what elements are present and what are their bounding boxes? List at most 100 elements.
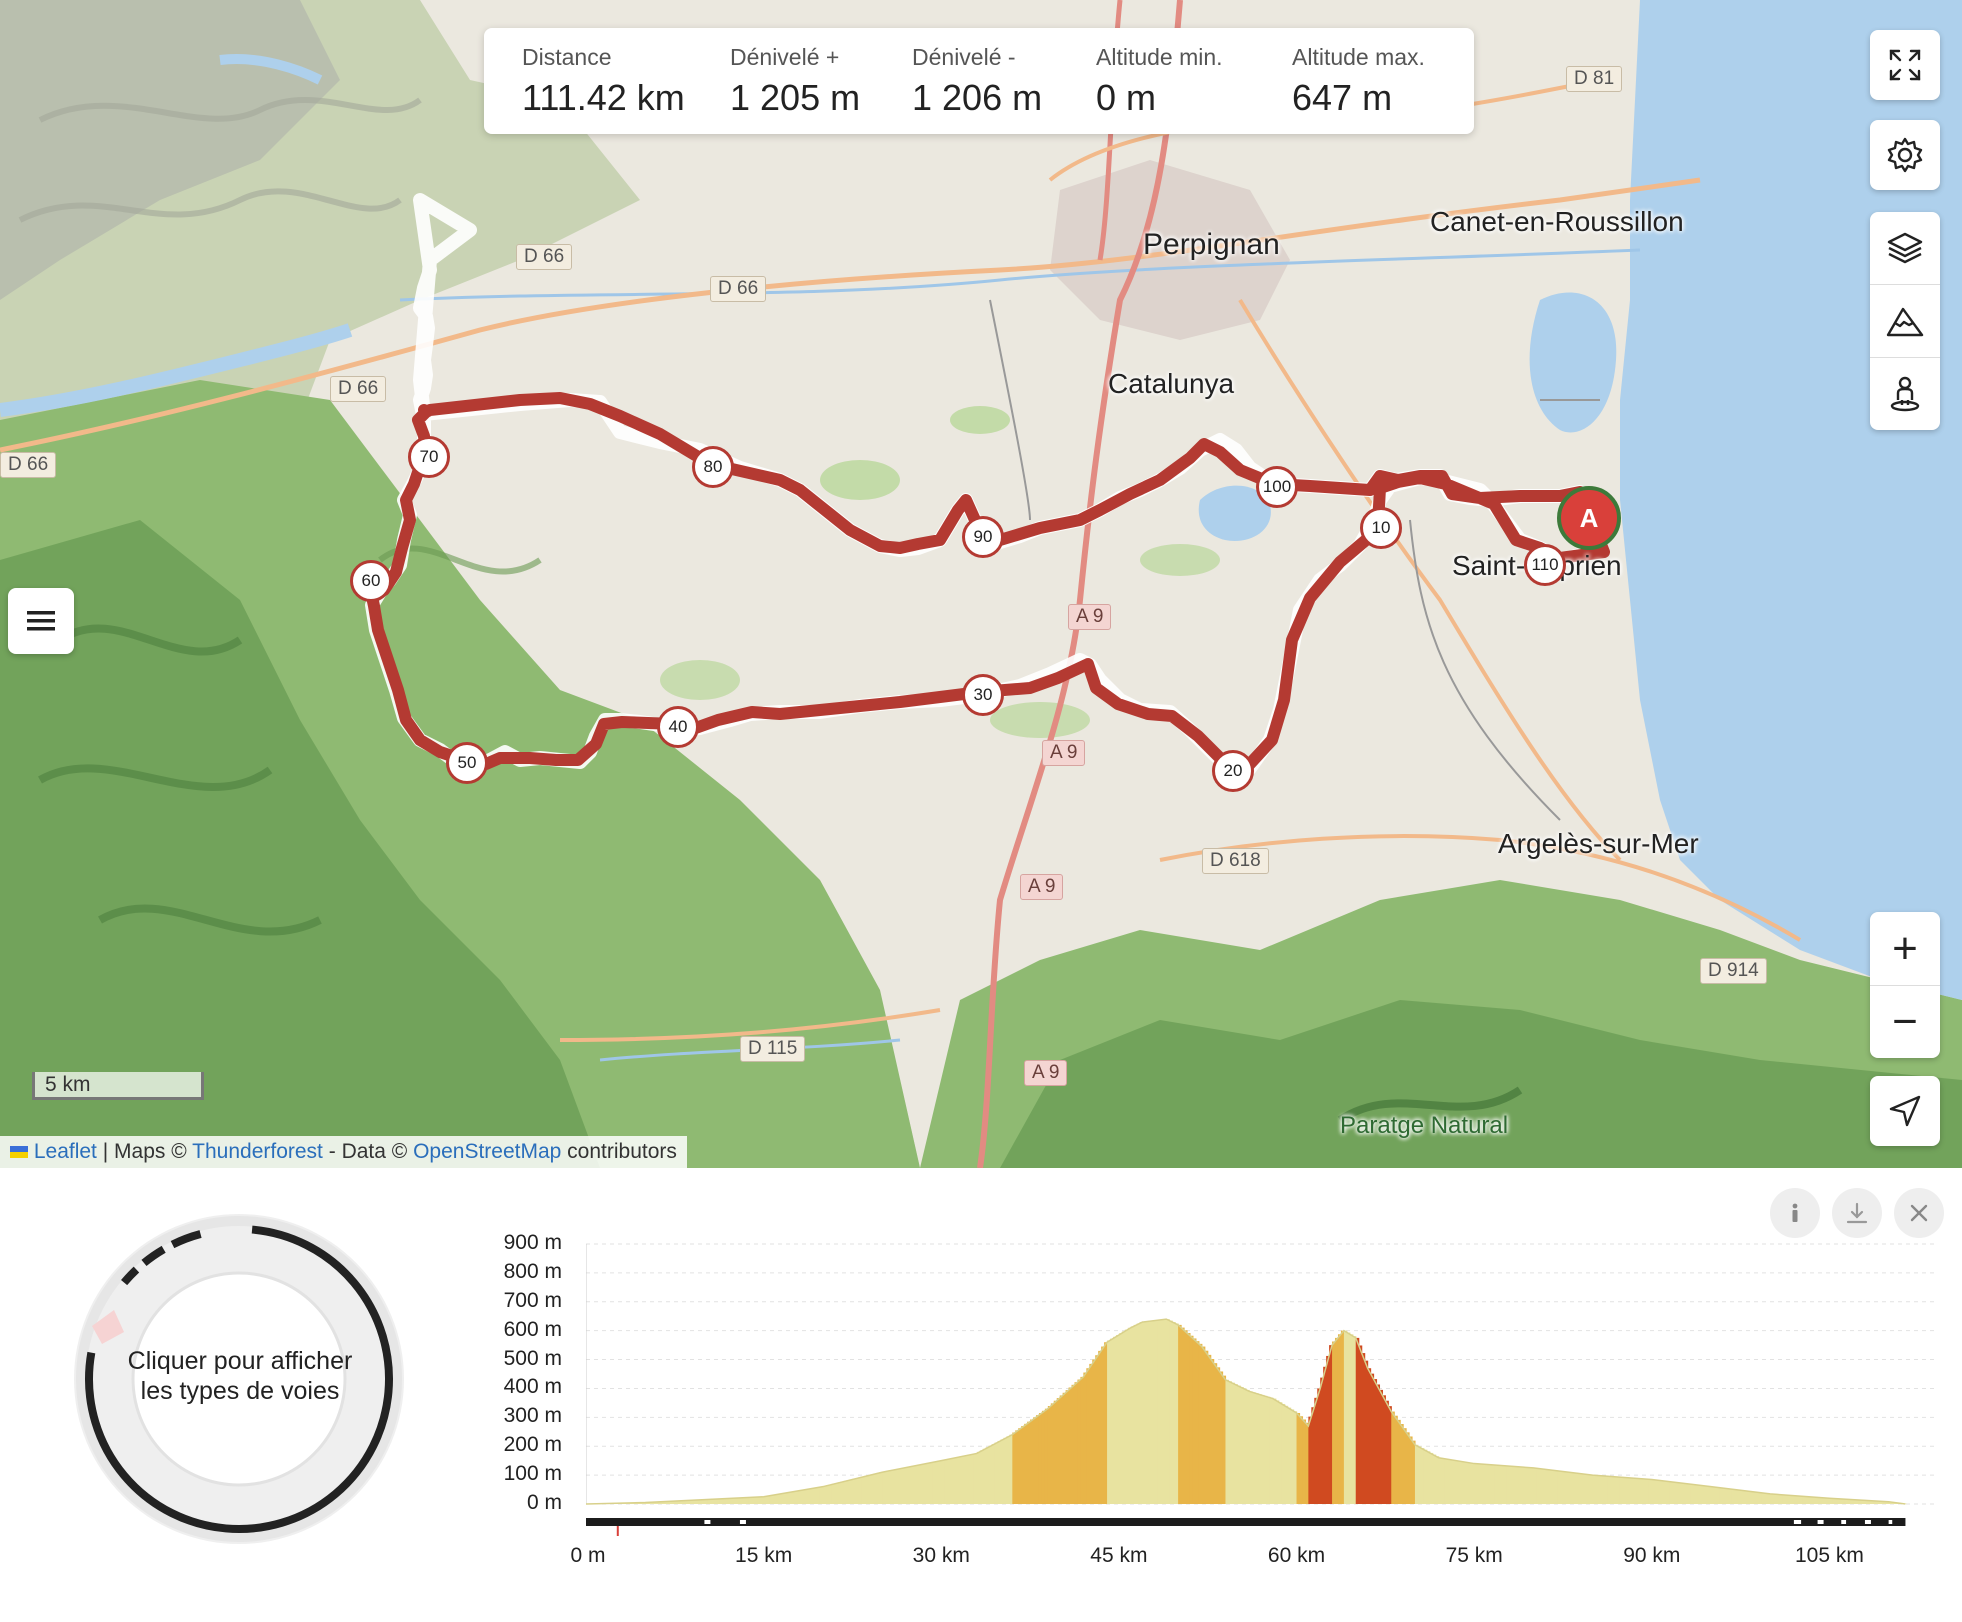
elevation-band	[1343, 1330, 1348, 1504]
elevation-band	[734, 1498, 738, 1504]
thunderforest-link[interactable]: Thunderforest	[192, 1140, 323, 1163]
map[interactable]: Perpignan Canet-en-Roussillon Catalunya …	[0, 0, 1962, 1168]
elevation-band	[961, 1455, 966, 1504]
elevation-band	[1773, 1494, 1777, 1504]
elevation-band	[1228, 1381, 1232, 1504]
elevation-band	[1009, 1434, 1013, 1504]
osm-link[interactable]: OpenStreetMap	[413, 1140, 562, 1163]
elevation-band	[796, 1490, 800, 1504]
elevation-band	[710, 1499, 714, 1504]
elevation-band	[1764, 1493, 1768, 1504]
elevation-chart[interactable]	[586, 1236, 1946, 1562]
elevation-band	[1636, 1478, 1641, 1504]
elevation-band	[1838, 1498, 1842, 1504]
road-type-gap	[1864, 1520, 1871, 1524]
layers-button[interactable]	[1870, 212, 1940, 284]
elevation-band	[997, 1440, 1002, 1504]
km-marker[interactable]: 80	[692, 446, 734, 488]
divider	[1870, 284, 1940, 285]
place-label: Perpignan	[1143, 228, 1280, 261]
km-marker[interactable]: 90	[962, 516, 1004, 558]
elevation-band	[1107, 1340, 1111, 1504]
road-label: A 9	[1020, 874, 1064, 900]
elevation-band	[1631, 1477, 1635, 1504]
elevation-band	[837, 1482, 842, 1504]
elevation-band	[1450, 1459, 1455, 1504]
elevation-band	[1272, 1398, 1277, 1504]
elevation-band	[1548, 1469, 1552, 1504]
zoom-out-button[interactable]: −	[1892, 996, 1918, 1046]
km-marker[interactable]: 60	[350, 560, 392, 602]
road-type-gap	[1817, 1520, 1824, 1524]
locate-button[interactable]	[1870, 1076, 1940, 1146]
elevation-band	[1672, 1481, 1677, 1504]
elevation-band	[1592, 1475, 1597, 1504]
stat-label: Altitude min.	[1096, 44, 1223, 70]
elevation-band	[1808, 1496, 1813, 1504]
elevation-band	[1420, 1448, 1425, 1504]
fullscreen-button[interactable]	[1870, 30, 1940, 100]
km-marker[interactable]: 70	[408, 436, 450, 478]
settings-button[interactable]	[1870, 120, 1940, 190]
elevation-band	[1411, 1440, 1416, 1504]
elevation-band	[1719, 1487, 1724, 1504]
elevation-band	[760, 1496, 765, 1504]
elevation-band	[1782, 1494, 1786, 1504]
road-label: D 66	[0, 452, 57, 478]
elevation-band	[1654, 1479, 1659, 1504]
elevation-band	[1266, 1396, 1271, 1504]
leaflet-link[interactable]: Leaflet	[33, 1140, 97, 1163]
elevation-band	[1882, 1501, 1887, 1504]
km-marker[interactable]: 100	[1256, 466, 1298, 508]
elevation-band	[1181, 1327, 1185, 1504]
road-label: A 9	[1024, 1060, 1068, 1086]
elevation-band	[1554, 1470, 1558, 1504]
donut-hint[interactable]: Cliquer pour afficher les types de voies	[127, 1347, 353, 1405]
elevation-band	[1441, 1458, 1446, 1504]
menu-button[interactable]	[8, 588, 74, 654]
zoom-in-button[interactable]: +	[1892, 923, 1918, 973]
elevation-band	[1755, 1492, 1759, 1504]
elevation-band	[985, 1447, 990, 1504]
info-button[interactable]	[1770, 1188, 1820, 1238]
download-button[interactable]	[1832, 1188, 1882, 1238]
elevation-band	[1817, 1497, 1822, 1504]
km-marker[interactable]: 20	[1212, 750, 1254, 792]
road-label: D 66	[710, 276, 767, 302]
start-marker[interactable]: A	[1557, 486, 1621, 550]
elevation-band	[1790, 1495, 1795, 1504]
elevation-band	[1290, 1409, 1295, 1504]
elevation-band	[793, 1491, 797, 1504]
close-button[interactable]	[1894, 1188, 1944, 1238]
elevation-band	[822, 1485, 827, 1504]
elevation-band	[736, 1497, 741, 1504]
elevation-band	[1690, 1484, 1694, 1504]
elevation-band	[1414, 1444, 1419, 1504]
elevation-band	[929, 1462, 933, 1504]
elevation-band	[1352, 1336, 1357, 1504]
road-types-donut[interactable]	[64, 1204, 414, 1554]
place-label: Catalunya	[1108, 368, 1235, 399]
road-label: D 914	[1700, 958, 1767, 984]
route-stats-panel: Distance 111.42 km Dénivelé + 1 205 m Dé…	[484, 28, 1474, 134]
street-view-button[interactable]	[1870, 358, 1940, 430]
elevation-band	[1044, 1408, 1049, 1504]
y-tick-label: 700 m	[503, 1288, 562, 1312]
km-marker[interactable]: 50	[446, 742, 488, 784]
km-marker[interactable]: 30	[962, 674, 1004, 716]
x-tick-label: 0 m	[570, 1544, 606, 1567]
elevation-band	[1198, 1343, 1203, 1504]
terrain-button[interactable]	[1870, 285, 1940, 357]
elevation-band	[1163, 1319, 1167, 1504]
km-marker[interactable]: 40	[657, 706, 699, 748]
elevation-band	[1154, 1320, 1158, 1504]
elevation-band	[1574, 1472, 1579, 1504]
km-marker[interactable]: 110	[1524, 544, 1566, 586]
elevation-band	[976, 1451, 981, 1504]
km-marker[interactable]: 10	[1360, 507, 1402, 549]
elevation-band	[1752, 1491, 1757, 1504]
elevation-band	[671, 1501, 676, 1504]
elevation-band	[1598, 1475, 1603, 1504]
elevation-band	[1263, 1395, 1268, 1504]
elevation-band	[1639, 1478, 1644, 1504]
